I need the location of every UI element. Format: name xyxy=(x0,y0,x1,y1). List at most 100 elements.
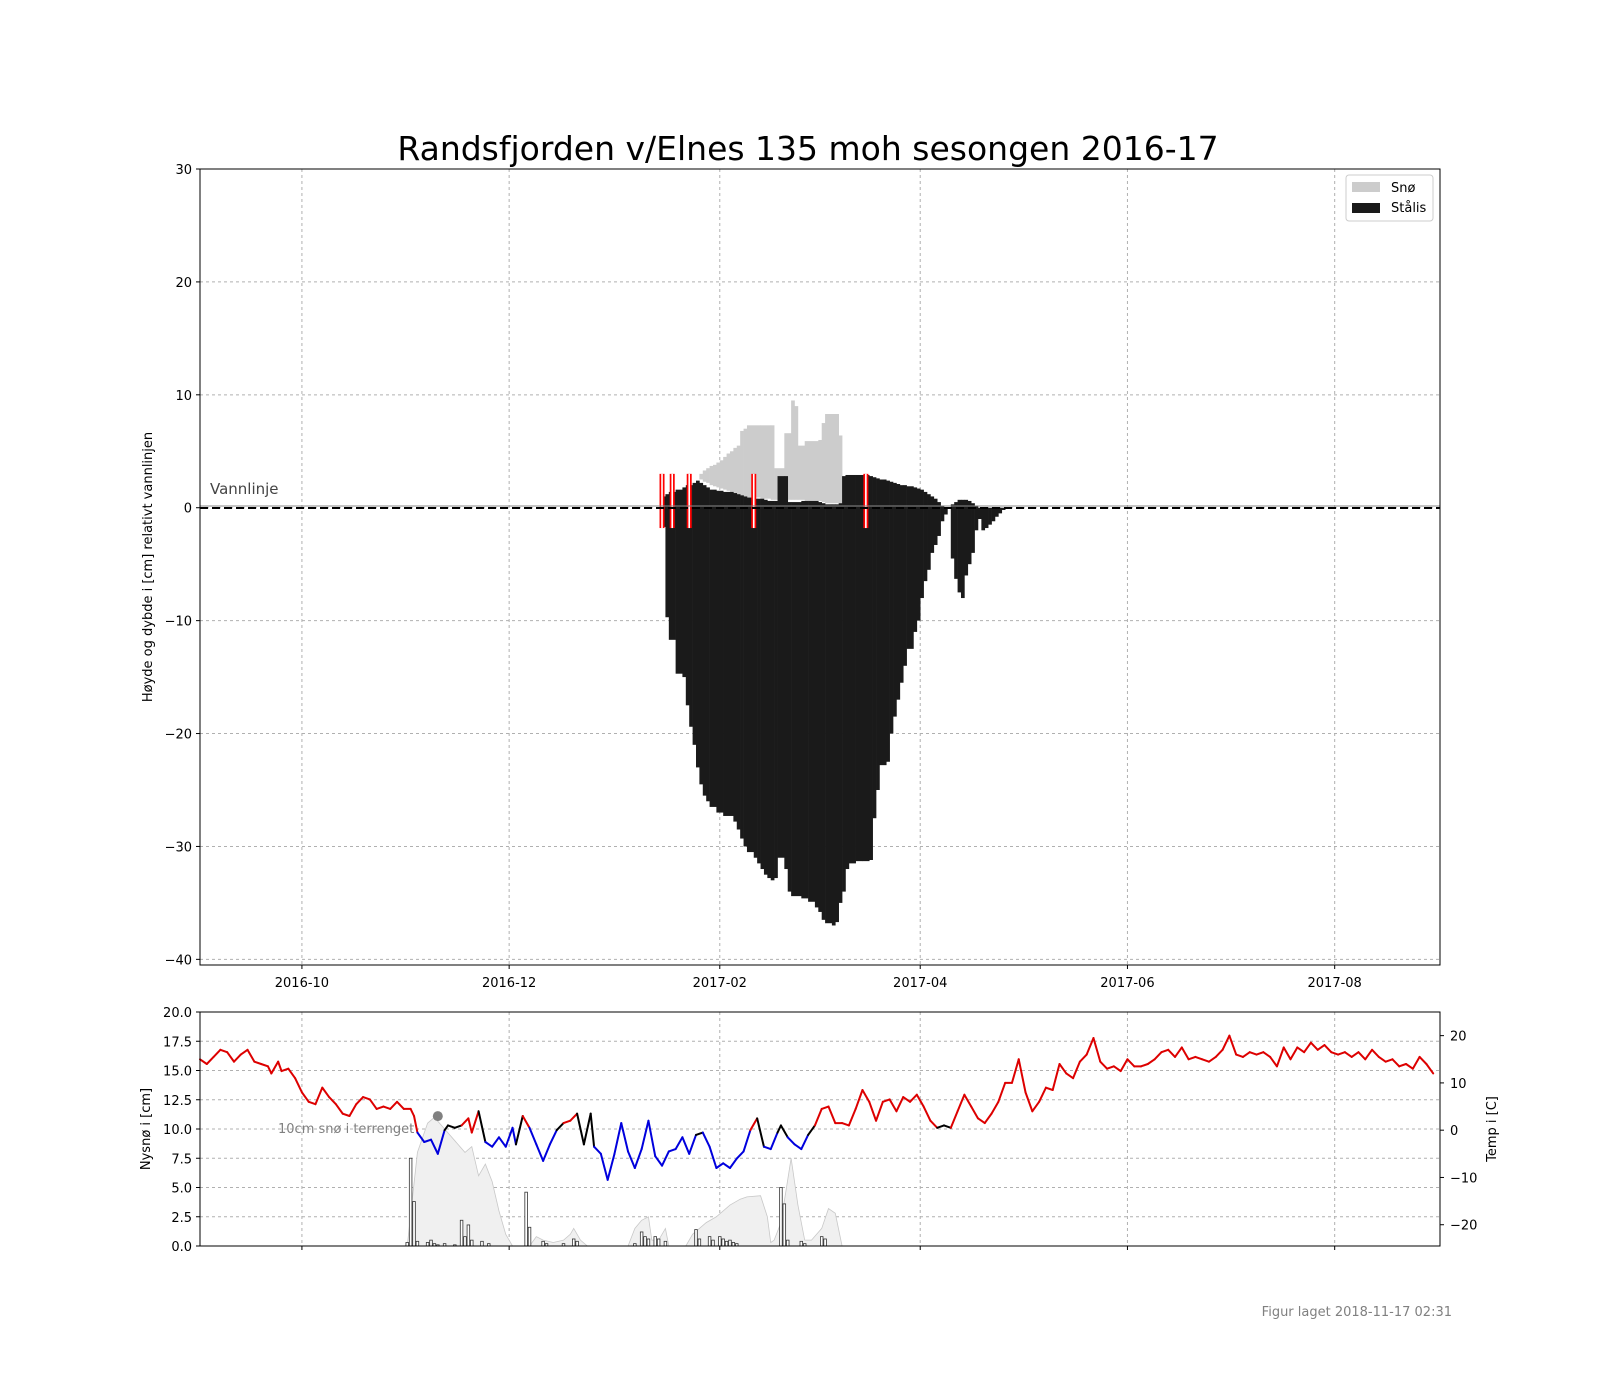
ice-bar xyxy=(808,500,816,902)
ice-bar xyxy=(835,504,839,923)
ice-bar xyxy=(689,485,693,727)
measurement-marker-core xyxy=(671,473,674,529)
temperature-segment xyxy=(820,1105,830,1110)
temperature-segment xyxy=(1112,1065,1122,1073)
snow-bar xyxy=(797,445,806,500)
ice-bar xyxy=(777,476,785,858)
ice-bar xyxy=(696,480,700,768)
temperature-segment xyxy=(270,1060,280,1075)
ice-bar xyxy=(716,490,724,813)
ice-bar xyxy=(801,500,809,899)
temperature-segment xyxy=(807,1124,816,1136)
temperature-segment xyxy=(1364,1048,1374,1061)
temperature-segment xyxy=(1398,1063,1408,1068)
top-xtick-label: 2017-04 xyxy=(893,976,947,991)
snow-bar xyxy=(746,425,761,498)
temperature-segment xyxy=(460,1117,470,1127)
temperature-segment xyxy=(307,1100,317,1106)
legend: Snø Stålis xyxy=(1345,174,1434,222)
temperature-segment xyxy=(287,1067,297,1080)
temperature-segment xyxy=(1214,1048,1224,1058)
temperature-segment xyxy=(1425,1063,1435,1075)
temperature-segment xyxy=(943,1124,952,1129)
temperature-segment xyxy=(447,1124,456,1129)
temperature-segment xyxy=(511,1126,517,1146)
temperature-segment xyxy=(654,1155,664,1167)
temperature-segment xyxy=(813,1107,823,1127)
top-bars xyxy=(662,400,1006,926)
new-snow-bar xyxy=(718,1236,722,1247)
temperature-segment xyxy=(715,1162,725,1169)
temperature-segment xyxy=(956,1093,966,1113)
temperature-segment xyxy=(997,1081,1007,1103)
ice-bar xyxy=(916,488,921,621)
snow-bar xyxy=(804,441,819,501)
snow-depth-segment xyxy=(627,1216,670,1247)
new-snow-bar xyxy=(779,1187,783,1247)
temperature-segment xyxy=(528,1126,538,1146)
ice-bar xyxy=(876,478,880,790)
temperature-segment xyxy=(769,1131,779,1151)
ice-bar xyxy=(791,502,802,897)
ice-bar xyxy=(927,494,931,570)
temperature-segment xyxy=(260,1063,269,1068)
measurement-markers xyxy=(659,473,869,529)
temperature-segment xyxy=(413,1115,419,1134)
temperature-segment xyxy=(990,1100,1000,1115)
bottom-y2tick-label: 0 xyxy=(1450,1124,1458,1139)
temperature-segment xyxy=(776,1124,782,1134)
ice-bar xyxy=(665,494,670,618)
temperature-segment xyxy=(1377,1055,1387,1063)
temperature-segment xyxy=(762,1145,772,1151)
temperature-segment xyxy=(728,1157,738,1169)
top-ytick-label: −20 xyxy=(165,728,192,743)
new-snow-bar xyxy=(823,1238,827,1247)
new-snow-bar xyxy=(405,1242,409,1247)
temperature-segment xyxy=(1119,1058,1129,1073)
new-snow-bar xyxy=(541,1240,545,1247)
new-snow-bar xyxy=(524,1191,528,1247)
temperature-segment xyxy=(582,1112,592,1146)
temperature-segment xyxy=(1411,1055,1421,1070)
temperature-segment xyxy=(1051,1063,1061,1091)
legend-swatch-ice xyxy=(1352,203,1380,213)
top-xtick-label: 2016-12 xyxy=(482,976,536,991)
temperature-segment xyxy=(542,1143,551,1162)
ice-bar xyxy=(981,507,986,531)
new-snow-bar xyxy=(663,1240,668,1247)
top-ytick-label: 10 xyxy=(175,389,192,404)
ice-bar xyxy=(994,507,999,517)
snow-bar xyxy=(699,473,704,480)
ice-bar xyxy=(920,489,924,599)
ice-bar xyxy=(743,496,748,847)
temperature-segment xyxy=(1405,1063,1414,1070)
temperature-line xyxy=(199,1034,1435,1181)
ice-bar xyxy=(767,500,772,879)
temperature-segment xyxy=(1384,1058,1394,1063)
ice-bar xyxy=(940,505,945,522)
snow-bar xyxy=(733,447,738,494)
snow-bar xyxy=(709,465,714,486)
temperature-segment xyxy=(1038,1086,1047,1103)
temperature-segment xyxy=(841,1122,850,1127)
ice-bar xyxy=(685,485,690,706)
temperature-segment xyxy=(491,1136,500,1148)
temperature-segment xyxy=(1106,1065,1115,1070)
snow-bar xyxy=(726,453,731,491)
temperature-segment xyxy=(1228,1034,1238,1056)
temperature-segment xyxy=(1058,1063,1068,1075)
temperature-segment xyxy=(963,1093,973,1108)
temperature-segment xyxy=(1207,1055,1217,1063)
temperature-segment xyxy=(861,1089,871,1103)
temperature-segment xyxy=(555,1122,565,1132)
temperature-segment xyxy=(875,1100,884,1122)
temperature-segment xyxy=(742,1129,752,1153)
ice-bar xyxy=(825,504,833,924)
temperature-segment xyxy=(497,1136,507,1148)
temperature-segment xyxy=(701,1131,711,1148)
top-xtick-label: 2017-08 xyxy=(1308,976,1362,991)
temperature-segment xyxy=(382,1105,392,1110)
snow-bar xyxy=(791,400,795,500)
temperature-segment xyxy=(1391,1058,1401,1068)
